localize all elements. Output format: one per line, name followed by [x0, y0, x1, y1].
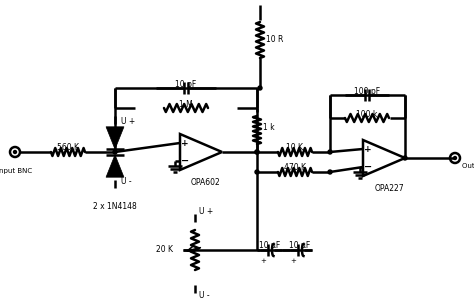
Circle shape	[328, 170, 332, 174]
Text: U +: U +	[199, 208, 213, 217]
Text: 10 pF: 10 pF	[175, 80, 197, 89]
Text: −: −	[364, 162, 372, 172]
Text: 10 R: 10 R	[266, 35, 283, 45]
Text: 10 μF: 10 μF	[289, 241, 310, 250]
Circle shape	[113, 150, 117, 154]
Circle shape	[255, 150, 259, 154]
Text: −: −	[181, 156, 189, 166]
Text: 560 K: 560 K	[57, 143, 79, 152]
Text: +: +	[290, 258, 296, 264]
Text: Input BNC: Input BNC	[0, 168, 33, 174]
Text: U +: U +	[121, 118, 135, 126]
Text: OPA602: OPA602	[191, 178, 221, 187]
Text: 470 K: 470 K	[284, 163, 306, 172]
Circle shape	[255, 170, 259, 174]
Circle shape	[328, 150, 332, 154]
Circle shape	[403, 156, 407, 160]
Text: U -: U -	[199, 291, 210, 299]
Text: +: +	[364, 145, 372, 154]
Text: +: +	[260, 258, 266, 264]
Text: U -: U -	[121, 178, 132, 187]
Text: 1 k: 1 k	[263, 124, 274, 132]
Text: OPA227: OPA227	[374, 184, 404, 193]
Text: 100 pF: 100 pF	[354, 87, 380, 96]
Polygon shape	[106, 127, 124, 149]
Text: +: +	[181, 138, 189, 148]
Text: 2 x 1N4148: 2 x 1N4148	[93, 202, 137, 211]
Text: 10 K: 10 K	[286, 143, 303, 152]
Circle shape	[255, 150, 259, 154]
Text: 10 μF: 10 μF	[259, 241, 281, 250]
Polygon shape	[106, 155, 124, 177]
Text: Output BNC: Output BNC	[462, 163, 474, 169]
Circle shape	[258, 86, 262, 90]
Circle shape	[454, 157, 456, 159]
Text: 1 M: 1 M	[179, 100, 193, 109]
Circle shape	[13, 151, 17, 154]
Text: 100 k: 100 k	[356, 110, 378, 119]
Text: 20 K: 20 K	[156, 245, 173, 255]
